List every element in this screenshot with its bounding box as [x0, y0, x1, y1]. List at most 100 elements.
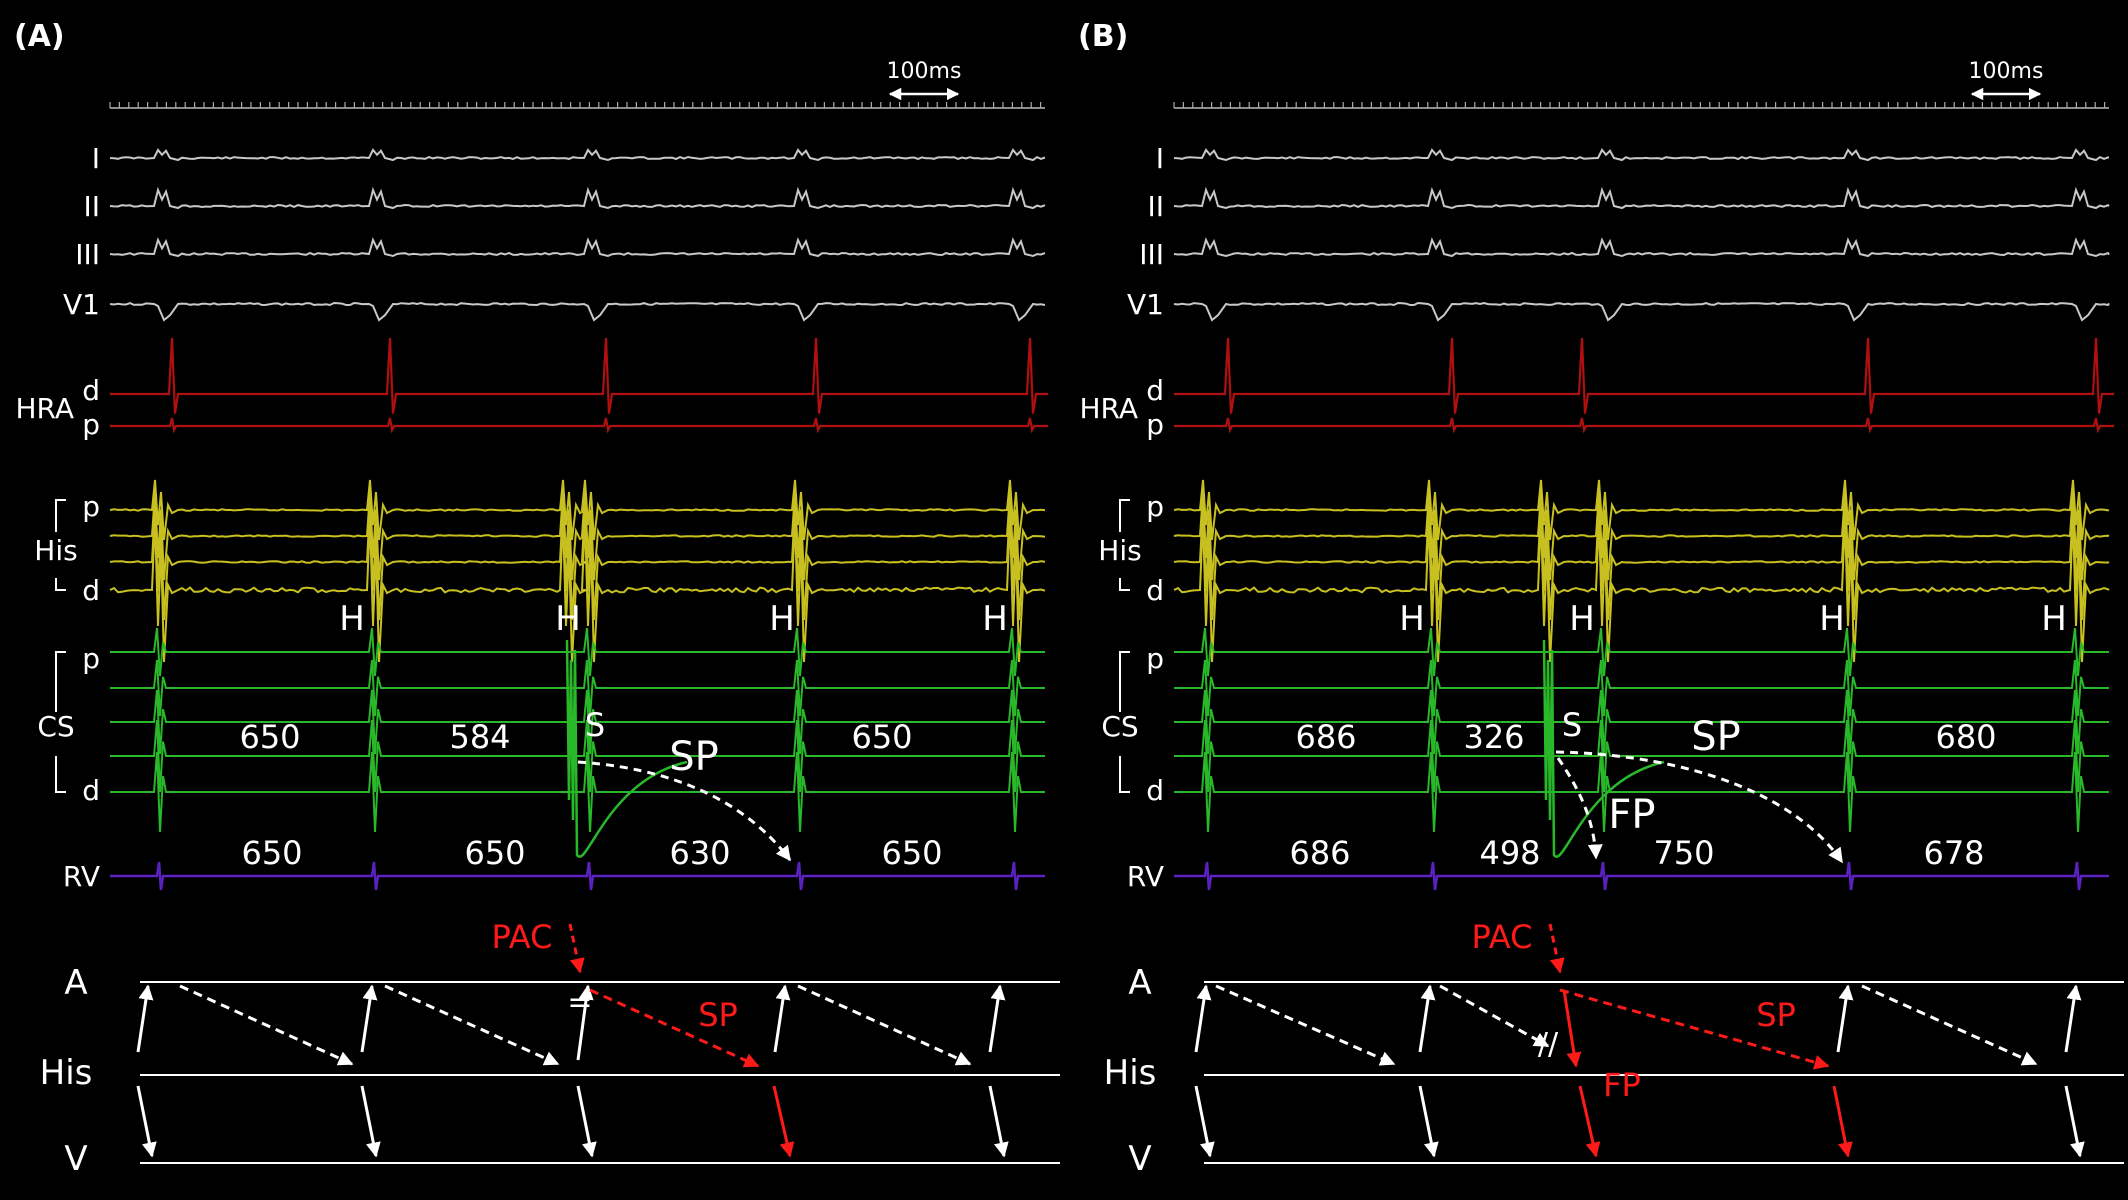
- his-trace-1: [1173, 479, 2110, 541]
- rv-interval: 750: [1653, 834, 1714, 872]
- his-d-label: d: [82, 574, 100, 607]
- ecg-trace-i: [109, 148, 1046, 162]
- hra-label: HRA: [15, 392, 74, 425]
- lead-label-iii: III: [75, 238, 100, 271]
- pac-label: PAC: [1472, 918, 1533, 956]
- ladder-v-label: V: [1128, 1139, 1151, 1179]
- his-trace-1: [109, 479, 1046, 541]
- cs-interval: 650: [851, 718, 912, 756]
- his-trace-3: [1173, 503, 2110, 621]
- panel-label: (A): [14, 19, 65, 54]
- block-mark: //: [1538, 1027, 1559, 1062]
- cs-trace-4: [1174, 719, 2109, 793]
- his-label: His: [34, 534, 77, 567]
- hra-p-label: p: [1146, 408, 1164, 441]
- his-trace-3: [109, 503, 1046, 621]
- pathway-label: FP: [1608, 792, 1655, 838]
- ecg-trace-v1: [1173, 301, 2110, 322]
- cs-interval: 680: [1935, 718, 1996, 756]
- ladder-his-label: His: [40, 1053, 93, 1093]
- cs-trace-5: [110, 751, 1045, 833]
- cs-interval: 326: [1463, 718, 1524, 756]
- h-label: H: [2041, 599, 2067, 639]
- hra-proximal-trace: [110, 417, 1048, 434]
- ladder-arrow-4: [1439, 984, 1550, 1048]
- ladder-arrow-14: [1832, 1085, 1853, 1158]
- ecg-trace-iii: [109, 237, 1046, 258]
- lead-label-ii: II: [83, 190, 100, 223]
- ladder-his-label: His: [1104, 1053, 1157, 1093]
- his-trace-4: [109, 517, 1046, 663]
- ladder-arrow-11: [576, 1085, 597, 1158]
- ladder-arrow-6: [1861, 984, 2038, 1066]
- rv-interval: 498: [1479, 834, 1540, 872]
- ladder-arrow-3: [1418, 984, 1436, 1053]
- cs-trace-2: [110, 659, 1045, 717]
- pac-arrow: [1548, 923, 1565, 974]
- ladder-arrow-12: [1562, 989, 1582, 1068]
- ladder-arrow-7: [797, 984, 972, 1066]
- h-label: H: [1569, 599, 1595, 639]
- h-label: H: [982, 599, 1008, 639]
- cs-bracket: [55, 651, 66, 793]
- his-label: His: [1098, 534, 1141, 567]
- stim-artifact: [1542, 639, 1665, 858]
- ladder-arrow-13: [1578, 1085, 1601, 1158]
- his-trace-2: [1173, 491, 2110, 581]
- h-label: H: [769, 599, 795, 639]
- panel-label: (B): [1078, 19, 1128, 54]
- ladder-arrow-2: [1215, 984, 1396, 1066]
- lead-label-i: I: [1156, 142, 1164, 175]
- conduction-arrow-1: [577, 760, 792, 862]
- his-trace-4: [1173, 517, 2110, 663]
- ladder-fp-label: FP: [1603, 1066, 1641, 1104]
- ladder-arrow-5: [1836, 984, 1854, 1053]
- rv-label: RV: [1127, 860, 1164, 893]
- lead-label-v1: V1: [1127, 288, 1164, 321]
- lead-label-v1: V1: [63, 288, 100, 321]
- ecg-trace-ii: [109, 186, 1046, 210]
- rv-interval: 650: [464, 834, 525, 872]
- rv-label: RV: [63, 860, 100, 893]
- ladder-arrow-9: [1418, 1085, 1439, 1158]
- pathway-label: SP: [669, 734, 719, 780]
- cs-label: CS: [37, 710, 74, 743]
- rv-interval: 678: [1923, 834, 1984, 872]
- cs-trace-1: [1174, 627, 2109, 677]
- ladder-sp-label: SP: [1756, 996, 1796, 1034]
- cs-interval: 650: [239, 718, 300, 756]
- stim-artifact: [565, 639, 688, 858]
- his-bracket: [55, 499, 66, 591]
- lead-label-iii: III: [1139, 238, 1164, 271]
- pac-label: PAC: [492, 918, 553, 956]
- cs-interval: 584: [449, 718, 510, 756]
- scale-bar-label: 100ms: [887, 59, 962, 84]
- cs-trace-3: [1174, 689, 2109, 755]
- ecg-trace-iii: [1173, 237, 2110, 258]
- cs-trace-2: [1174, 659, 2109, 717]
- cs-p-label: p: [1146, 642, 1164, 675]
- ecg-trace-ii: [1173, 186, 2110, 210]
- ladder-arrow-9: [136, 1085, 157, 1158]
- ladder-arrow-13: [589, 988, 760, 1068]
- ladder-arrow-8: [988, 984, 1006, 1053]
- ladder-arrow-2: [179, 984, 354, 1066]
- his-d-label: d: [1146, 574, 1164, 607]
- hra-distal-trace: [1174, 337, 2114, 414]
- ladder-arrow-11: [1559, 988, 1830, 1070]
- his-trace-2: [109, 491, 1046, 581]
- h-label: H: [1819, 599, 1845, 639]
- ladder-a-label: A: [1128, 963, 1151, 1003]
- h-label: H: [1399, 599, 1425, 639]
- hra-distal-trace: [110, 337, 1048, 414]
- hra-d-label: d: [1146, 374, 1164, 407]
- cs-bracket: [1119, 651, 1130, 793]
- ladder-sp-label: SP: [698, 996, 738, 1034]
- stim-label: S: [585, 706, 605, 744]
- cs-p-label: p: [82, 642, 100, 675]
- cs-d-label: d: [82, 774, 100, 807]
- lead-label-i: I: [92, 142, 100, 175]
